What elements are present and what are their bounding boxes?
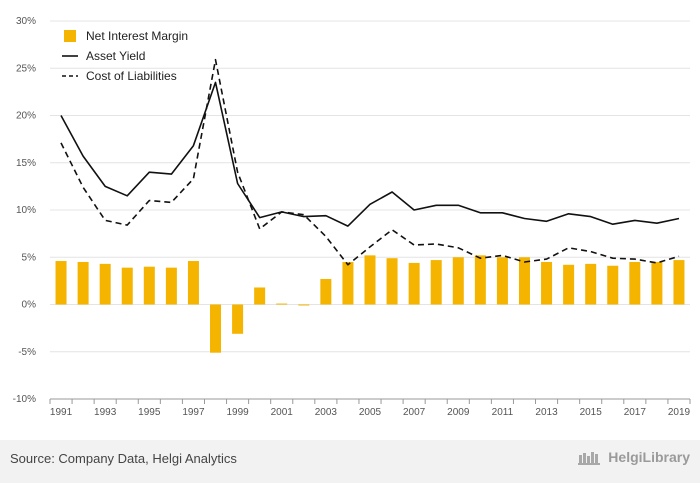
bar-1994 bbox=[121, 267, 133, 305]
y-axis-tick-labels: 30% 25% 20% 15% 10% 5% 0% -5% -10% bbox=[13, 16, 36, 405]
x-tick-label: 1997 bbox=[182, 407, 205, 418]
y-tick-label: -10% bbox=[13, 394, 36, 405]
y-tick-label: 5% bbox=[22, 252, 37, 263]
y-tick-label: 25% bbox=[16, 63, 36, 74]
bar-2006 bbox=[386, 258, 398, 305]
x-tick-label: 1991 bbox=[50, 407, 73, 418]
bar-2003 bbox=[320, 278, 332, 305]
line-cost-of-liabilities bbox=[60, 58, 680, 266]
bar-2013 bbox=[541, 261, 553, 305]
bar-2002 bbox=[298, 304, 310, 306]
x-tick-label: 1995 bbox=[138, 407, 161, 418]
bar-1999 bbox=[232, 304, 244, 334]
bar-2016 bbox=[607, 265, 619, 305]
y-tick-label: 0% bbox=[22, 300, 37, 311]
brand[interactable]: HelgiLibrary bbox=[578, 449, 690, 465]
legend-item: Cost of Liabilities bbox=[62, 69, 177, 83]
x-axis: 1991 1993 1995 1997 1999 2001 2003 2005 2007 2009… bbox=[49, 398, 691, 418]
bar-1996 bbox=[165, 267, 177, 305]
y-tick-label: -5% bbox=[18, 347, 36, 358]
bar-2014 bbox=[563, 264, 575, 305]
bar-2007 bbox=[408, 262, 420, 305]
x-tick-label: 2007 bbox=[403, 407, 426, 418]
bar-1991 bbox=[55, 261, 67, 305]
y-tick-label: 30% bbox=[16, 16, 36, 27]
bar-2008 bbox=[430, 260, 442, 305]
legend-label: Net Interest Margin bbox=[86, 29, 188, 43]
bar-series-net-interest-margin bbox=[55, 255, 685, 353]
bar-2005 bbox=[364, 255, 376, 305]
bar-2015 bbox=[585, 263, 597, 305]
bar-2004 bbox=[342, 261, 354, 305]
bar-1995 bbox=[143, 266, 155, 305]
bar-2001 bbox=[276, 303, 288, 305]
x-tick-label: 2005 bbox=[359, 407, 382, 418]
x-tick-label: 2015 bbox=[580, 407, 603, 418]
footer: Source: Company Data, Helgi Analytics He… bbox=[0, 440, 700, 483]
line-series bbox=[60, 58, 680, 266]
bar-2019 bbox=[673, 260, 685, 305]
x-tick-label: 2003 bbox=[315, 407, 338, 418]
y-tick-label: 20% bbox=[16, 111, 36, 122]
legend-item: Asset Yield bbox=[62, 49, 145, 63]
line-asset-yield bbox=[60, 81, 680, 227]
x-tick-label: 2011 bbox=[492, 407, 514, 418]
bar-2010 bbox=[474, 255, 486, 305]
x-tick-label: 2019 bbox=[668, 407, 691, 418]
library-logo-icon bbox=[578, 452, 601, 465]
legend-swatch bbox=[64, 30, 76, 42]
bar-2012 bbox=[518, 257, 530, 305]
legend: Net Interest Margin Asset Yield Cost of Li… bbox=[62, 29, 188, 83]
x-tick-label: 1999 bbox=[226, 407, 249, 418]
x-tick-label: 1993 bbox=[94, 407, 117, 418]
source-note: Source: Company Data, Helgi Analytics bbox=[10, 451, 237, 466]
bar-2011 bbox=[496, 257, 508, 305]
legend-item: Net Interest Margin bbox=[64, 29, 188, 43]
x-tick-label: 2013 bbox=[535, 407, 558, 418]
bar-2018 bbox=[651, 261, 663, 305]
x-tick-label: 2009 bbox=[447, 407, 470, 418]
bar-1993 bbox=[99, 263, 111, 305]
legend-label: Asset Yield bbox=[86, 49, 145, 63]
chart: 30%25%20%15%10%5%0%-5%-10% 1991 1993 1995 1… bbox=[13, 16, 691, 418]
bar-2000 bbox=[254, 287, 266, 305]
bar-1992 bbox=[77, 261, 89, 305]
legend-label: Cost of Liabilities bbox=[86, 69, 177, 83]
y-tick-label: 10% bbox=[16, 205, 36, 216]
bar-1998 bbox=[210, 304, 222, 353]
bar-2009 bbox=[452, 257, 464, 305]
x-tick-label: 2017 bbox=[624, 407, 647, 418]
x-tick-label: 2001 bbox=[271, 407, 294, 418]
bar-2017 bbox=[629, 261, 641, 305]
bar-1997 bbox=[187, 261, 199, 305]
brand-name: HelgiLibrary bbox=[608, 449, 690, 465]
y-tick-label: 15% bbox=[16, 158, 36, 169]
